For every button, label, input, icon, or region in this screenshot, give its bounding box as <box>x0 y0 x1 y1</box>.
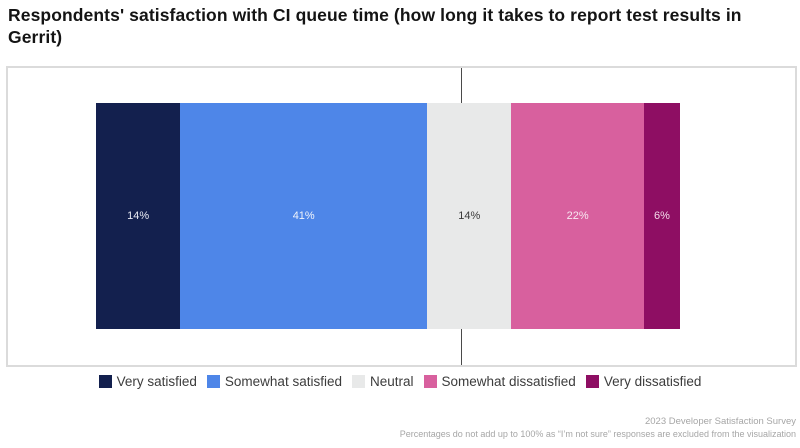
footer: 2023 Developer Satisfaction Survey Perce… <box>400 416 796 439</box>
bar-segment-very-satisfied: 14% <box>96 103 181 329</box>
legend: Very satisfied Somewhat satisfied Neutral S… <box>0 374 800 389</box>
legend-item-somewhat-satisfied: Somewhat satisfied <box>206 374 342 389</box>
legend-label: Somewhat dissatisfied <box>441 374 576 389</box>
bar-segment-somewhat-dissatisfied: 22% <box>511 103 644 329</box>
legend-item-very-dissatisfied: Very dissatisfied <box>585 374 702 389</box>
legend-label: Neutral <box>369 374 414 389</box>
legend-label: Very dissatisfied <box>603 374 702 389</box>
legend-label: Somewhat satisfied <box>224 374 342 389</box>
bar-segment-neutral: 14% <box>427 103 512 329</box>
legend-item-neutral: Neutral <box>351 374 414 389</box>
segment-value-label: 6% <box>653 210 670 222</box>
footer-note: Percentages do not add up to 100% as “I’… <box>399 429 796 439</box>
chart-panel: 14% 41% 14% 22% 6% <box>6 66 797 367</box>
segment-value-label: 41% <box>292 210 315 222</box>
legend-item-somewhat-dissatisfied: Somewhat dissatisfied <box>423 374 576 389</box>
legend-swatch-icon <box>98 375 112 388</box>
segment-value-label: 14% <box>458 210 481 222</box>
segment-value-label: 22% <box>566 210 589 222</box>
bar-segment-very-dissatisfied: 6% <box>643 103 680 329</box>
legend-swatch-icon <box>206 375 220 388</box>
footer-source: 2023 Developer Satisfaction Survey <box>644 416 796 427</box>
legend-label: Very satisfied <box>116 374 197 389</box>
chart-title: Respondents' satisfaction with CI queue … <box>8 5 742 48</box>
legend-swatch-icon <box>423 375 437 388</box>
legend-swatch-icon <box>585 375 599 388</box>
segment-value-label: 14% <box>127 210 150 222</box>
legend-item-very-satisfied: Very satisfied <box>98 374 197 389</box>
stacked-bar: 14% 41% 14% 22% 6% <box>96 103 680 329</box>
bar-segment-somewhat-satisfied: 41% <box>180 103 428 329</box>
legend-swatch-icon <box>351 375 365 388</box>
